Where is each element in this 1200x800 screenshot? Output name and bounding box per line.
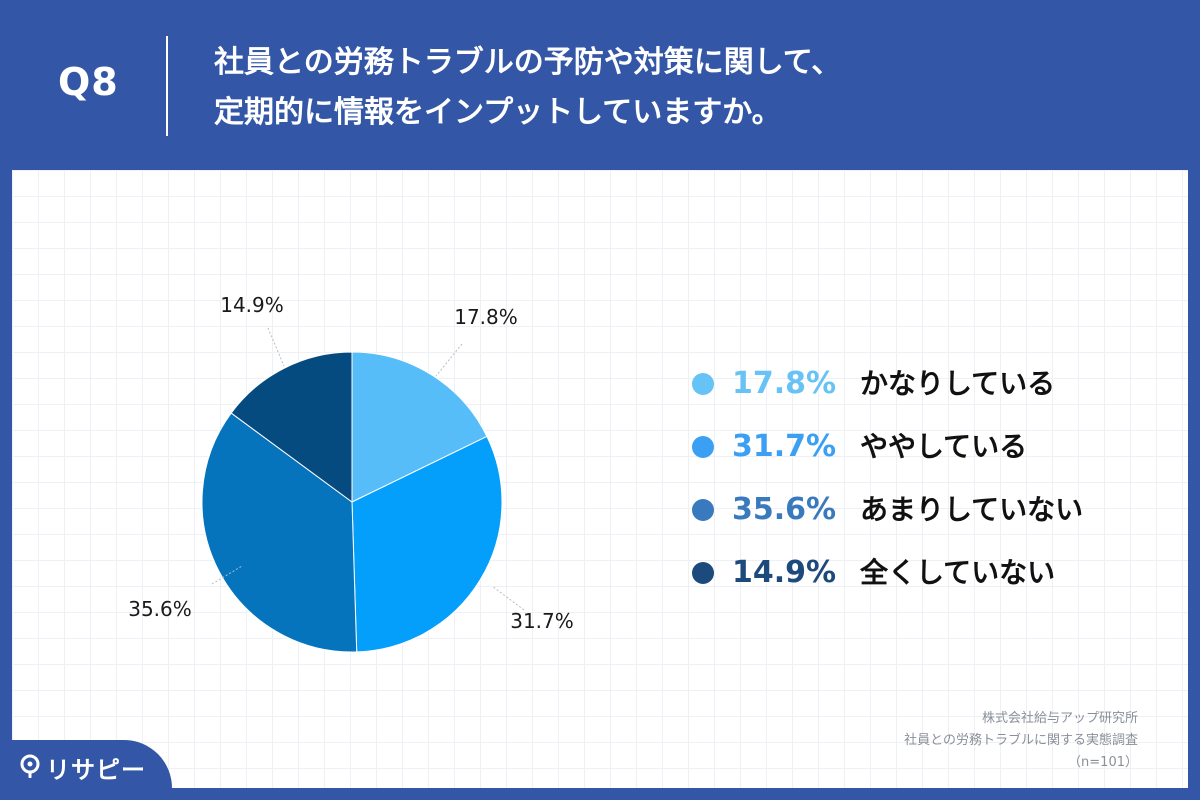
- header: Q8 社員との労務トラブルの予防や対策に関して、 定期的に情報をインプットしてい…: [0, 0, 1200, 170]
- slice-value-label: 31.7%: [510, 609, 574, 633]
- legend-label: あまりしていない: [860, 493, 1084, 526]
- legend-value: 14.9%: [732, 555, 837, 590]
- legend-label: ややしている: [860, 430, 1028, 463]
- leader-line: [267, 327, 285, 367]
- slice-value-label: 35.6%: [128, 597, 192, 621]
- legend-value: 17.8%: [732, 366, 837, 401]
- source-line3: （n=101）: [1068, 755, 1138, 770]
- leader-line: [491, 585, 525, 611]
- leader-line: [435, 343, 463, 377]
- legend-value: 35.6%: [732, 492, 837, 527]
- pie-slice: [201, 412, 358, 653]
- source-line2: 社員との労務トラブルに関する実態調査: [904, 733, 1138, 748]
- brand-name: リサピー: [46, 756, 146, 784]
- pie-slice: [230, 351, 353, 503]
- source-line1: 株式会社給与アップ研究所: [981, 711, 1138, 726]
- question-title-line2: 定期的に情報をインプットしていますか。: [214, 95, 782, 130]
- legend-dot: [692, 562, 714, 584]
- chart-card: 17.8% 31.7% 35.6% 14.9% 17.8% かなりしている 31.7%…: [12, 170, 1188, 788]
- pie-slice: [351, 435, 503, 653]
- brand-logo: リサピー: [0, 740, 172, 800]
- pie-chart: 17.8% 31.7% 35.6% 14.9%: [128, 293, 574, 653]
- question-title: 社員との労務トラブルの予防や対策に関して、 定期的に情報をインプットしていますか…: [214, 38, 841, 138]
- question-title-line1: 社員との労務トラブルの予防や対策に関して、: [214, 45, 842, 80]
- pie-slice: [351, 351, 488, 503]
- slice-value-label: 17.8%: [454, 305, 518, 329]
- header-divider: [166, 36, 168, 136]
- legend-dot: [692, 436, 714, 458]
- source-note: 株式会社給与アップ研究所 社員との労務トラブルに関する実態調査 （n=101）: [904, 708, 1138, 774]
- legend-label: かなりしている: [860, 367, 1056, 400]
- legend-dot: [692, 499, 714, 521]
- leader-line: [211, 565, 243, 585]
- legend-value: 31.7%: [732, 429, 837, 464]
- slice-value-label: 14.9%: [220, 293, 284, 317]
- pin-icon: [20, 754, 40, 778]
- legend-label: 全くしていない: [860, 556, 1056, 589]
- question-number: Q8: [58, 60, 119, 104]
- legend-dot: [692, 373, 714, 395]
